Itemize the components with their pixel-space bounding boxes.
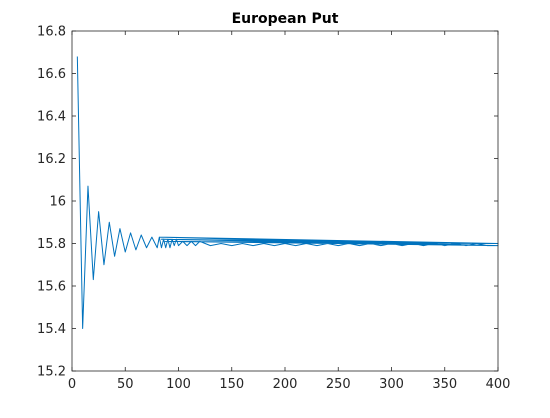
- x-tick-label: 350: [432, 377, 457, 392]
- chart-title: European Put: [232, 11, 339, 27]
- x-tick-label: 150: [219, 377, 244, 392]
- x-tick-label: 400: [486, 377, 511, 392]
- plot-area: [72, 31, 498, 371]
- tick-group: 0 50 100 150 200 250 300 350 400 15.2 15.4 15.6 15.8…: [37, 25, 510, 393]
- y-tick-label: 15.6: [37, 280, 66, 295]
- x-tick-label: 100: [166, 377, 191, 392]
- x-tick-label: 250: [326, 377, 351, 392]
- series-group: [76, 56, 499, 329]
- y-tick-label: 16.2: [37, 152, 66, 167]
- series-line: [76, 56, 499, 329]
- y-tick-label: 16: [49, 195, 66, 210]
- y-tick-label: 16.8: [37, 25, 66, 40]
- x-tick-label: 0: [68, 377, 76, 392]
- axes-box: [71, 30, 499, 372]
- x-tick-label: 50: [117, 377, 134, 392]
- y-tick-label: 15.4: [37, 322, 66, 337]
- y-tick-label: 15.2: [37, 365, 66, 380]
- x-tick-label: 200: [273, 377, 298, 392]
- x-tick-label: 300: [379, 377, 404, 392]
- y-tick-label: 16.4: [37, 110, 66, 125]
- y-tick-label: 15.8: [37, 237, 66, 252]
- y-tick-label: 16.6: [37, 67, 66, 82]
